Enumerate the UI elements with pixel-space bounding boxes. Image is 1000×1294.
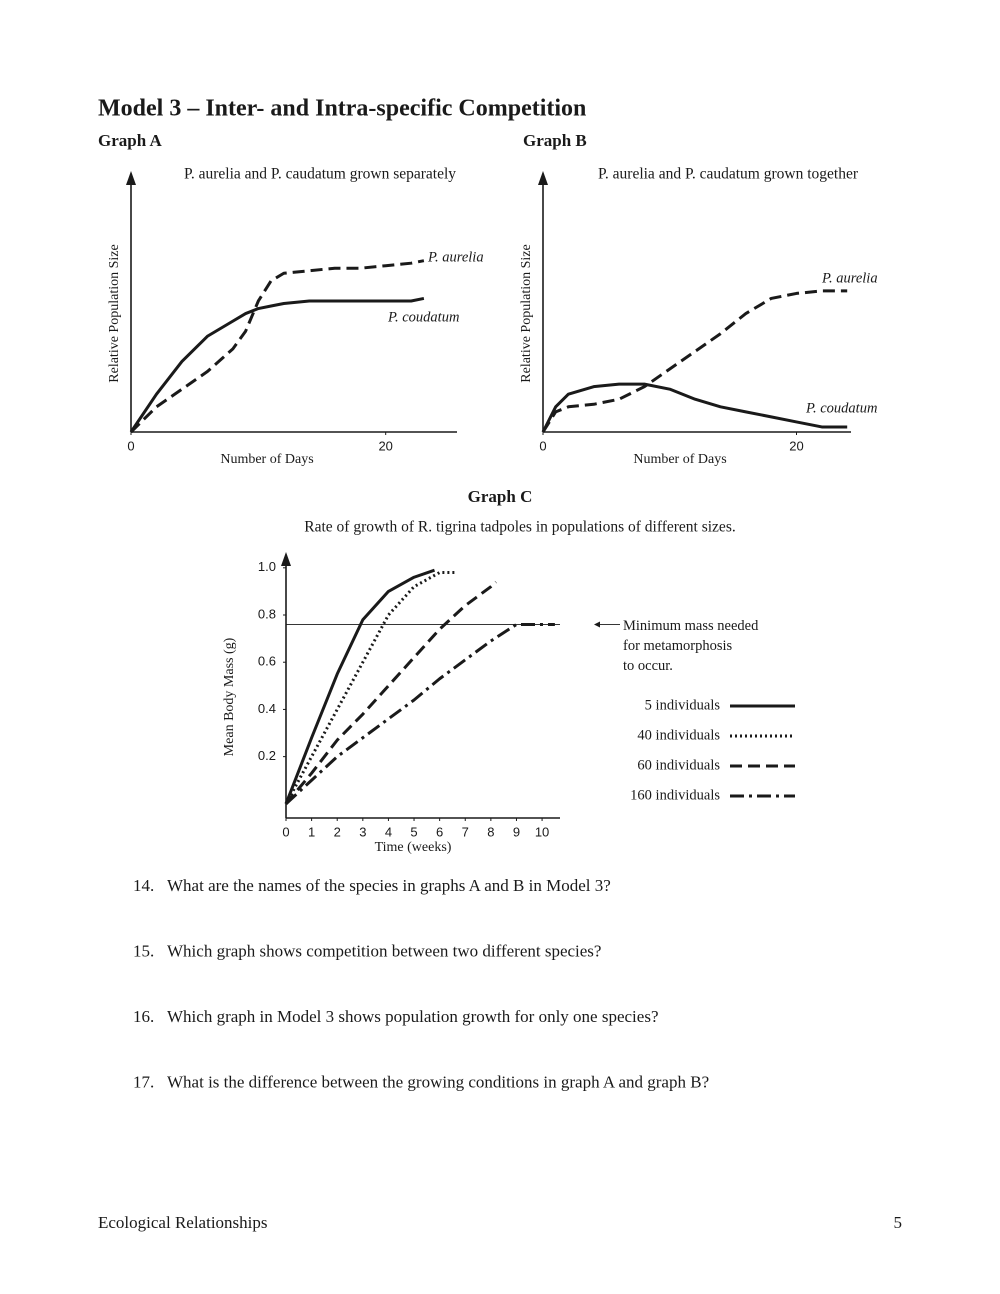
y-axis-arrow <box>538 171 548 185</box>
graph-heading: Graph B <box>523 131 587 150</box>
y-tick-label: 1.0 <box>258 559 276 574</box>
x-tick-label: 6 <box>436 824 443 839</box>
y-tick-label: 0.6 <box>258 654 276 669</box>
x-tick-label: 0 <box>127 438 134 453</box>
series-line <box>284 580 497 805</box>
x-tick-label: 1 <box>308 824 315 839</box>
series-line <box>129 296 425 433</box>
y-axis-label: Relative Population Size <box>107 244 122 382</box>
series-line <box>129 259 425 434</box>
y-axis-label: Relative Population Size <box>519 244 534 382</box>
x-tick-label: 5 <box>410 824 417 839</box>
x-tick-label: 8 <box>487 824 494 839</box>
series-label: P. aurelia <box>427 249 484 265</box>
graph-heading: Graph A <box>98 131 162 150</box>
x-tick-label: 20 <box>378 438 392 453</box>
legend-label: 60 individuals <box>637 757 720 773</box>
question-number: 15. <box>133 941 154 960</box>
question-number: 17. <box>133 1072 154 1091</box>
graph-heading: Graph C <box>468 487 533 506</box>
series-line <box>284 622 555 805</box>
page-number: 5 <box>894 1213 903 1232</box>
question-text: Which graph shows competition between tw… <box>167 941 601 960</box>
y-tick-label: 0.2 <box>258 748 276 763</box>
y-axis-arrow <box>126 171 136 185</box>
x-tick-label: 4 <box>385 824 392 839</box>
question-number: 14. <box>133 876 154 895</box>
x-axis-label: Time (weeks) <box>375 840 452 855</box>
question-text: What is the difference between the growi… <box>167 1072 709 1091</box>
series-label: P. aurelia <box>821 270 878 286</box>
annotation: for metamorphosis <box>623 638 732 654</box>
series-line <box>284 568 436 805</box>
x-tick-label: 0 <box>282 824 289 839</box>
annotation-arrowhead <box>594 621 600 628</box>
x-axis-label: Number of Days <box>220 452 313 467</box>
series-line <box>541 289 848 433</box>
graph-subtitle: P. aurelia and P. caudatum grown togethe… <box>598 166 859 183</box>
graph-subtitle: Rate of growth of R. tigrina tadpoles in… <box>304 519 735 536</box>
question-text: Which graph in Model 3 shows population … <box>167 1007 659 1026</box>
x-tick-label: 9 <box>513 824 520 839</box>
x-tick-label: 10 <box>535 824 549 839</box>
y-axis-label: Mean Body Mass (g) <box>222 637 237 756</box>
y-tick-label: 0.8 <box>258 606 276 621</box>
x-tick-label: 0 <box>539 438 546 453</box>
series-label: P. coudatum <box>805 400 877 416</box>
x-tick-label: 2 <box>334 824 341 839</box>
page-title: Model 3 – Inter- and Intra-specific Comp… <box>98 96 586 122</box>
question-number: 16. <box>133 1007 154 1026</box>
series-line <box>541 382 848 433</box>
legend-label: 160 individuals <box>630 787 720 803</box>
graph-subtitle: P. aurelia and P. caudatum grown separat… <box>184 166 456 183</box>
legend-label: 5 individuals <box>645 697 721 713</box>
x-tick-label: 3 <box>359 824 366 839</box>
x-tick-label: 7 <box>462 824 469 839</box>
legend-label: 40 individuals <box>637 727 720 743</box>
annotation: Minimum mass needed <box>623 618 759 634</box>
y-axis-arrow <box>281 552 291 566</box>
footer-left: Ecological Relationships <box>98 1213 268 1232</box>
annotation: to occur. <box>623 658 673 674</box>
question-text: What are the names of the species in gra… <box>167 876 611 895</box>
x-tick-label: 20 <box>789 438 803 453</box>
series-label: P. coudatum <box>387 309 459 325</box>
x-axis-label: Number of Days <box>633 452 726 467</box>
y-tick-label: 0.4 <box>258 701 276 716</box>
